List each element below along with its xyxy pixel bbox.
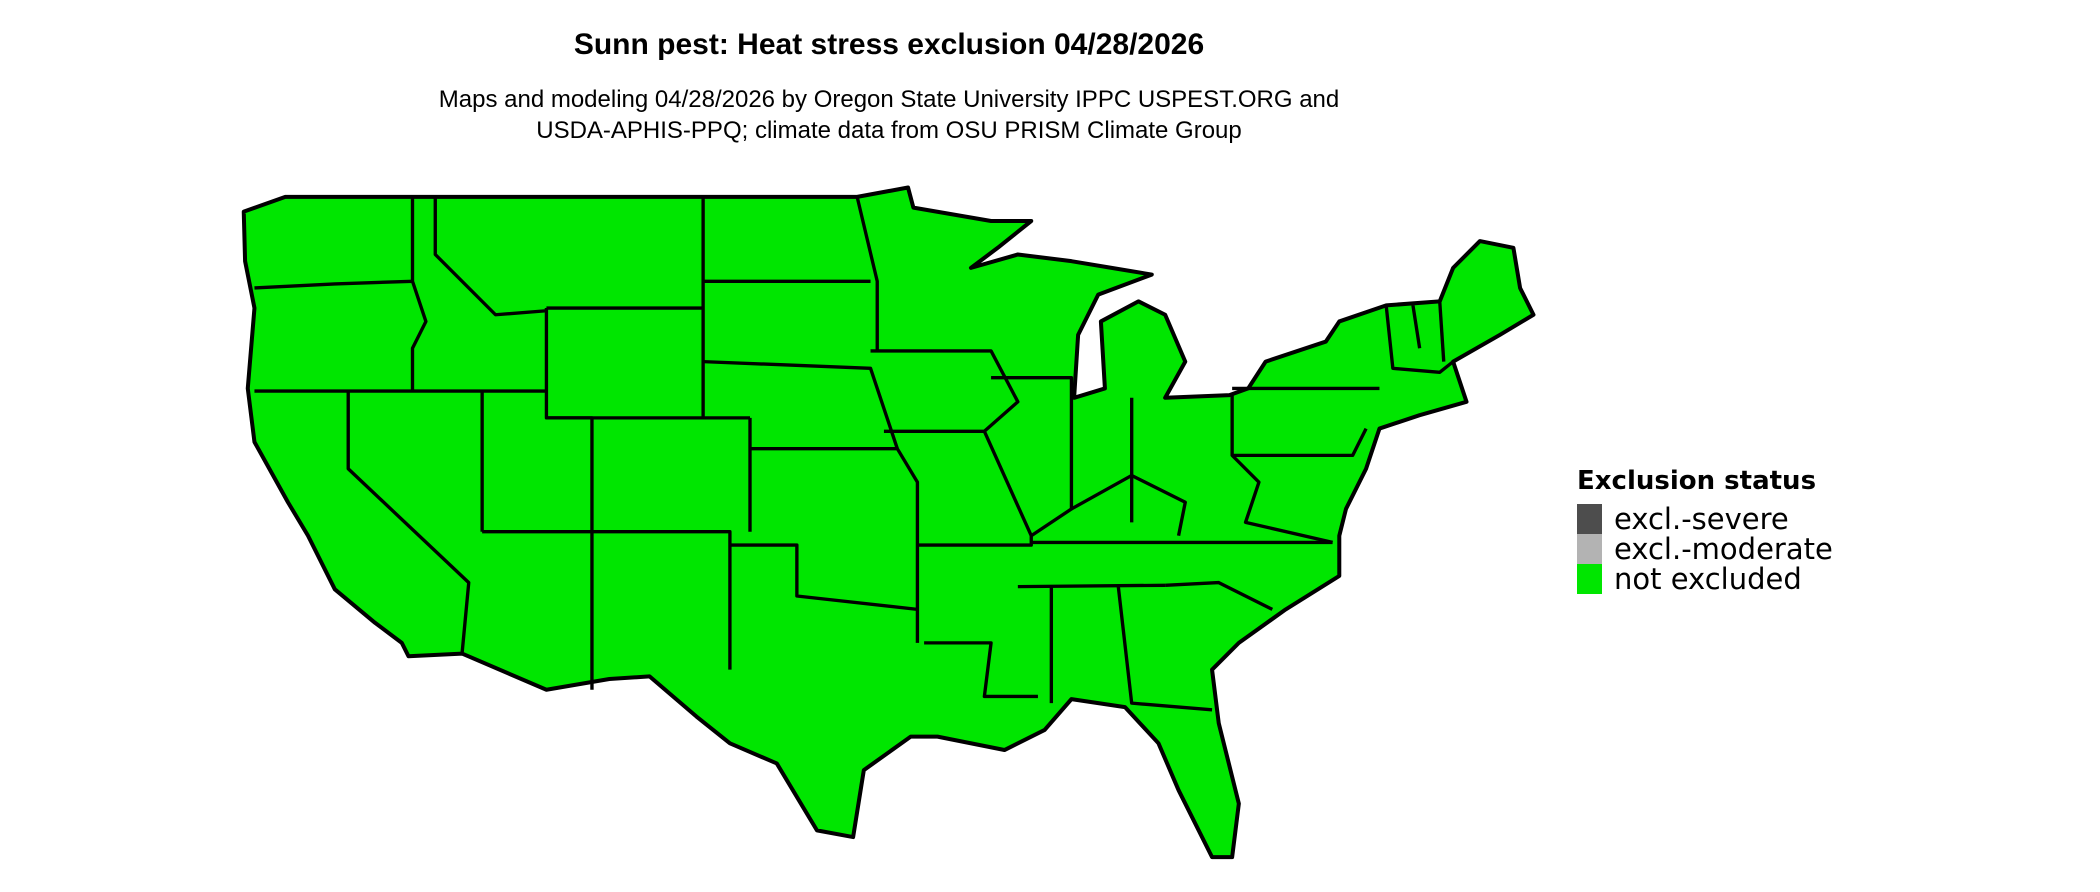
subtitle-line: Maps and modeling 04/28/2026 by Oregon S… (438, 86, 1340, 113)
legend-item-severe: excl.-severe (1577, 502, 1833, 536)
legend-item-moderate: excl.-moderate (1577, 532, 1833, 566)
legend-swatch (1577, 564, 1602, 594)
map-subtitle: Maps and modeling 04/28/2026 by Oregon S… (0, 84, 1778, 146)
us-outline (241, 185, 1536, 860)
legend-item-not-excluded: not excluded (1577, 562, 1833, 596)
legend-label: excl.-severe (1614, 502, 1789, 536)
state-borders (254, 196, 1455, 712)
legend-swatch (1577, 504, 1602, 534)
legend-swatch (1577, 534, 1602, 564)
map-title: Sunn pest: Heat stress exclusion 04/28/2… (573, 28, 1205, 61)
subtitle-line: USDA-APHIS-PPQ; climate data from OSU PR… (536, 117, 1242, 144)
legend-label: not excluded (1614, 562, 1802, 596)
legend-title: Exclusion status (1577, 466, 1817, 496)
legend-label: excl.-moderate (1614, 532, 1833, 566)
legend: Exclusion status excl.-severe excl.-mode… (1577, 466, 1833, 596)
